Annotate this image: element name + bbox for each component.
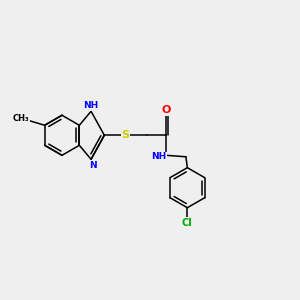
- Text: CH₃: CH₃: [13, 114, 30, 123]
- Text: Cl: Cl: [182, 218, 193, 228]
- Text: NH: NH: [151, 152, 166, 161]
- Text: O: O: [161, 105, 170, 115]
- Text: N: N: [89, 161, 96, 170]
- Text: NH: NH: [83, 101, 99, 110]
- Text: S: S: [122, 130, 130, 140]
